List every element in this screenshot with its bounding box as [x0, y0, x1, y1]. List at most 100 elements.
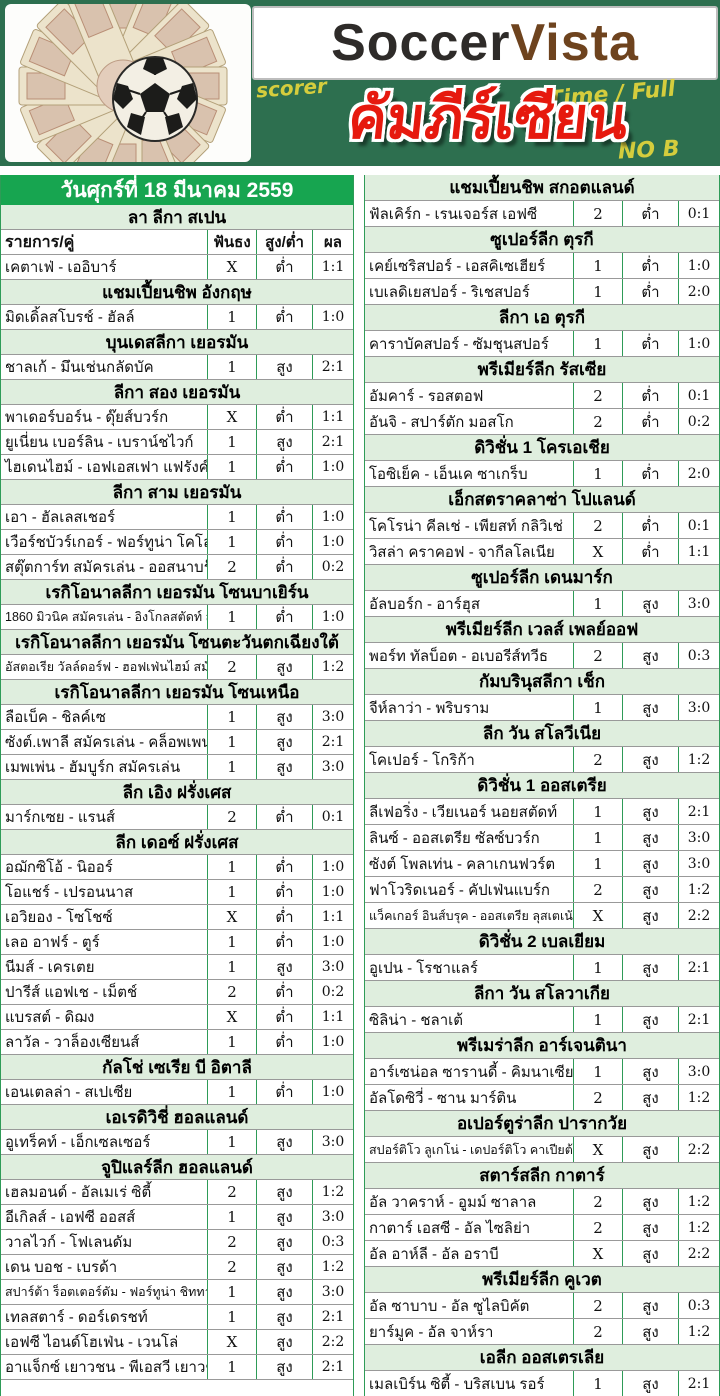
match-name: เมพเพ่น - ฮัมบูร์ก สมัครเล่น	[5, 759, 181, 776]
overunder-value: สูง	[256, 730, 312, 754]
match-name: สตุ๊ตการ์ท สมัครเล่น - ออสนาบรุ๊ค	[5, 559, 207, 576]
result-value: 3:0	[678, 591, 719, 616]
league-header: ดิวิชั่น 1 โครเอเชีย	[365, 435, 719, 461]
overunder-value: สูง	[622, 695, 678, 720]
match-row: ฟาโวริดเนอร์ - คัปเฟ่นแบร์ก 2 สูง 1:2	[365, 877, 719, 903]
result-value: 2:0	[678, 461, 719, 486]
overunder-value: ต่ำ	[256, 455, 312, 479]
match-name: มาร์กเซย - แรนส์	[5, 809, 116, 826]
tip-value: X	[207, 905, 256, 929]
match-row: มิดเดิ้ลสโบรช์ - ฮัลล์ 1 ต่ำ 1:0	[1, 305, 353, 330]
match-name: ซังต์ โพลเท่น - คลาเกนฟวร์ต	[369, 855, 556, 873]
tip-value: 1	[207, 880, 256, 904]
overunder-value: ต่ำ	[256, 930, 312, 954]
match-row: 1860 มิวนิค สมัครเล่น - อิงโกลสตัดท์ สมั…	[1, 605, 353, 630]
match-row: สปาร์ต้า ร็อตเตอร์ดัม - ฟอร์ทูน่า ชิททาร…	[1, 1280, 353, 1305]
match-name: เฮลมอนด์ - อัลเมเร่ ซิตี้	[5, 1184, 152, 1201]
result-value: 1:0	[312, 1080, 353, 1104]
tip-value: 2	[207, 555, 256, 579]
league-header: เอลีก ออสเตรเลีย	[365, 1345, 719, 1371]
tip-value: 2	[573, 877, 622, 902]
overunder-value: สูง	[622, 591, 678, 616]
result-value: 1:0	[678, 331, 719, 356]
match-row: เวือร์ชบัวร์เกอร์ - ฟอร์ทูน่า โคโลญจน์1ต…	[1, 530, 353, 555]
match-row: ซังต์.เพาลี สมัครเล่น - คล็อพเพนบวร์ก1สู…	[1, 730, 353, 755]
match-name: เอนเตลล่า - สเปเซีย	[5, 1084, 133, 1101]
league-header: ลีก วัน สโลวีเนีย	[365, 721, 719, 747]
match-row: ลีเฟอริ่ง - เวียเนอร์ นอยสตัดท์ 1 สูง 2:1	[365, 799, 719, 825]
result-value: 3:0	[312, 1280, 353, 1304]
logo-text-vista: Vista	[510, 14, 639, 72]
tip-value: 2	[573, 383, 622, 408]
overunder-value: ต่ำ	[256, 880, 312, 904]
overunder-value: สูง	[256, 755, 312, 779]
match-name: ซังต์.เพาลี สมัครเล่น - คล็อพเพนบวร์ก	[5, 734, 207, 751]
match-row: เฮลมอนด์ - อัลเมเร่ ซิตี้ 2 สูง 1:2	[1, 1180, 353, 1205]
match-name: ชาลเก้ - มึนเช่นกลัดบัค	[5, 359, 154, 376]
league-header: ลีก เอิง ฝรั่งเศส	[1, 780, 353, 805]
match-name: อีเกิลส์ - เอฟซี ออสส์	[5, 1209, 136, 1226]
league-header: ลีก เดอซ์ ฝรั่งเศส	[1, 830, 353, 855]
match-name: เคย์เซริสปอร์ - เอสคิเซเฮียร์	[369, 257, 546, 275]
league-header: สตาร์สลีก กาตาร์	[365, 1163, 719, 1189]
column-label-match: รายการ/คู่	[5, 233, 75, 251]
results-content: วันศุกร์ที่ 18 มีนาคม 2559 ลา ลีกา สเปนร…	[0, 175, 720, 1396]
match-row: นีมส์ - เครเตย 1 สูง 3:0	[1, 955, 353, 980]
result-value: 2:0	[678, 279, 719, 304]
match-row: โอซิเย็ค - เอ็นเค ซาเกร็บ 1 ต่ำ 2:0	[365, 461, 719, 487]
overunder-value: สูง	[622, 1371, 678, 1396]
tip-value: 1	[207, 1080, 256, 1104]
match-name: แบรสต์ - ดิฌง	[5, 1009, 95, 1026]
league-header: ลีกา เอ ตุรกี	[365, 305, 719, 331]
match-name: ฟาโวริดเนอร์ - คัปเฟ่นแบร์ก	[369, 881, 550, 899]
league-header: ลีกา วัน สโลวาเกีย	[365, 981, 719, 1007]
result-value: 0:1	[312, 805, 353, 829]
result-value: 2:1	[312, 1305, 353, 1329]
match-row: เอา - ฮัลเลสเชอร์ 1 ต่ำ 1:0	[1, 505, 353, 530]
result-value: 1:0	[312, 455, 353, 479]
match-row: เลอ อาฟร์ - ตูร์ 1 ต่ำ 1:0	[1, 930, 353, 955]
tip-value: 2	[573, 747, 622, 772]
overunder-value: ต่ำ	[256, 905, 312, 929]
result-value: 0:3	[678, 1293, 719, 1318]
match-name: ยาร์มูค - อัล จาห์รา	[369, 1323, 494, 1341]
result-value: 2:1	[678, 1007, 719, 1032]
tip-value: X	[207, 1005, 256, 1029]
overunder-value: ต่ำ	[256, 1030, 312, 1054]
match-row: เคตาเฟ่ - เออิบาร์ X ต่ำ 1:1	[1, 255, 353, 280]
right-column: แชมเปี้ยนชิพ สกอตแลนด์ ฟัลเคิร์ก - เรนเจอ…	[364, 175, 720, 1396]
match-name: วิสล่า คราคอฟ - จากีลโลเนีย	[369, 543, 555, 561]
league-header: พรีเมร่าลีก อาร์เจนตินา	[365, 1033, 719, 1059]
result-value: 1:0	[312, 305, 353, 329]
tip-value: 1	[207, 730, 256, 754]
match-name: คาราบัคสปอร์ - ซัมชุนสปอร์	[369, 335, 549, 353]
result-value: 0:2	[312, 555, 353, 579]
match-name: อัลโดซิวี่ - ซาน มาร์ติน	[369, 1089, 517, 1107]
match-row: อันจิ - สปาร์ตัก มอสโก 2 ต่ำ 0:2	[365, 409, 719, 435]
match-row: อัล ซาบาบ - อัล ซูไลบิคัต 2 สูง 0:3	[365, 1293, 719, 1319]
match-row: คาราบัคสปอร์ - ซัมชุนสปอร์ 1 ต่ำ 1:0	[365, 331, 719, 357]
overunder-value: ต่ำ	[256, 605, 312, 629]
tip-value: 2	[207, 1230, 256, 1254]
tip-value: 2	[573, 1319, 622, 1344]
match-name: ยูเนี่ยน เบอร์ลิน - เบราน์ชไวก์	[5, 434, 194, 451]
soccervista-logo[interactable]: Soccer Vista	[252, 6, 718, 80]
match-row: จีห์ลาว่า - พริบราม 1 สูง 3:0	[365, 695, 719, 721]
overunder-value: สูง	[622, 1293, 678, 1318]
result-value: 0:1	[678, 201, 719, 226]
match-row: อาร์เซน่อล ซารานดี้ - คิมนาเซีย 1 สูง 3:0	[365, 1059, 719, 1085]
tip-value: 1	[207, 755, 256, 779]
match-row: แบรสต์ - ดิฌง X ต่ำ 1:1	[1, 1005, 353, 1030]
match-name: เดน บอช - เบรด้า	[5, 1259, 118, 1276]
match-row: อาแจ็กซ์ เยาวชน - พีเอสวี เยาวชน 1 สูง 2:1	[1, 1355, 353, 1380]
result-value: 0:3	[678, 643, 719, 668]
match-row: วิสล่า คราคอฟ - จากีลโลเนีย X ต่ำ 1:1	[365, 539, 719, 565]
overunder-value: ต่ำ	[256, 980, 312, 1004]
overunder-value: สูง	[622, 955, 678, 980]
league-header: ลีกา สาม เยอรมัน	[1, 480, 353, 505]
banner-thai-title: คัมภีร์เซียน	[345, 86, 632, 151]
result-value: 2:2	[678, 903, 719, 928]
match-row: เอนเตลล่า - สเปเซีย 1 ต่ำ 1:0	[1, 1080, 353, 1105]
overunder-value: สูง	[256, 1180, 312, 1204]
